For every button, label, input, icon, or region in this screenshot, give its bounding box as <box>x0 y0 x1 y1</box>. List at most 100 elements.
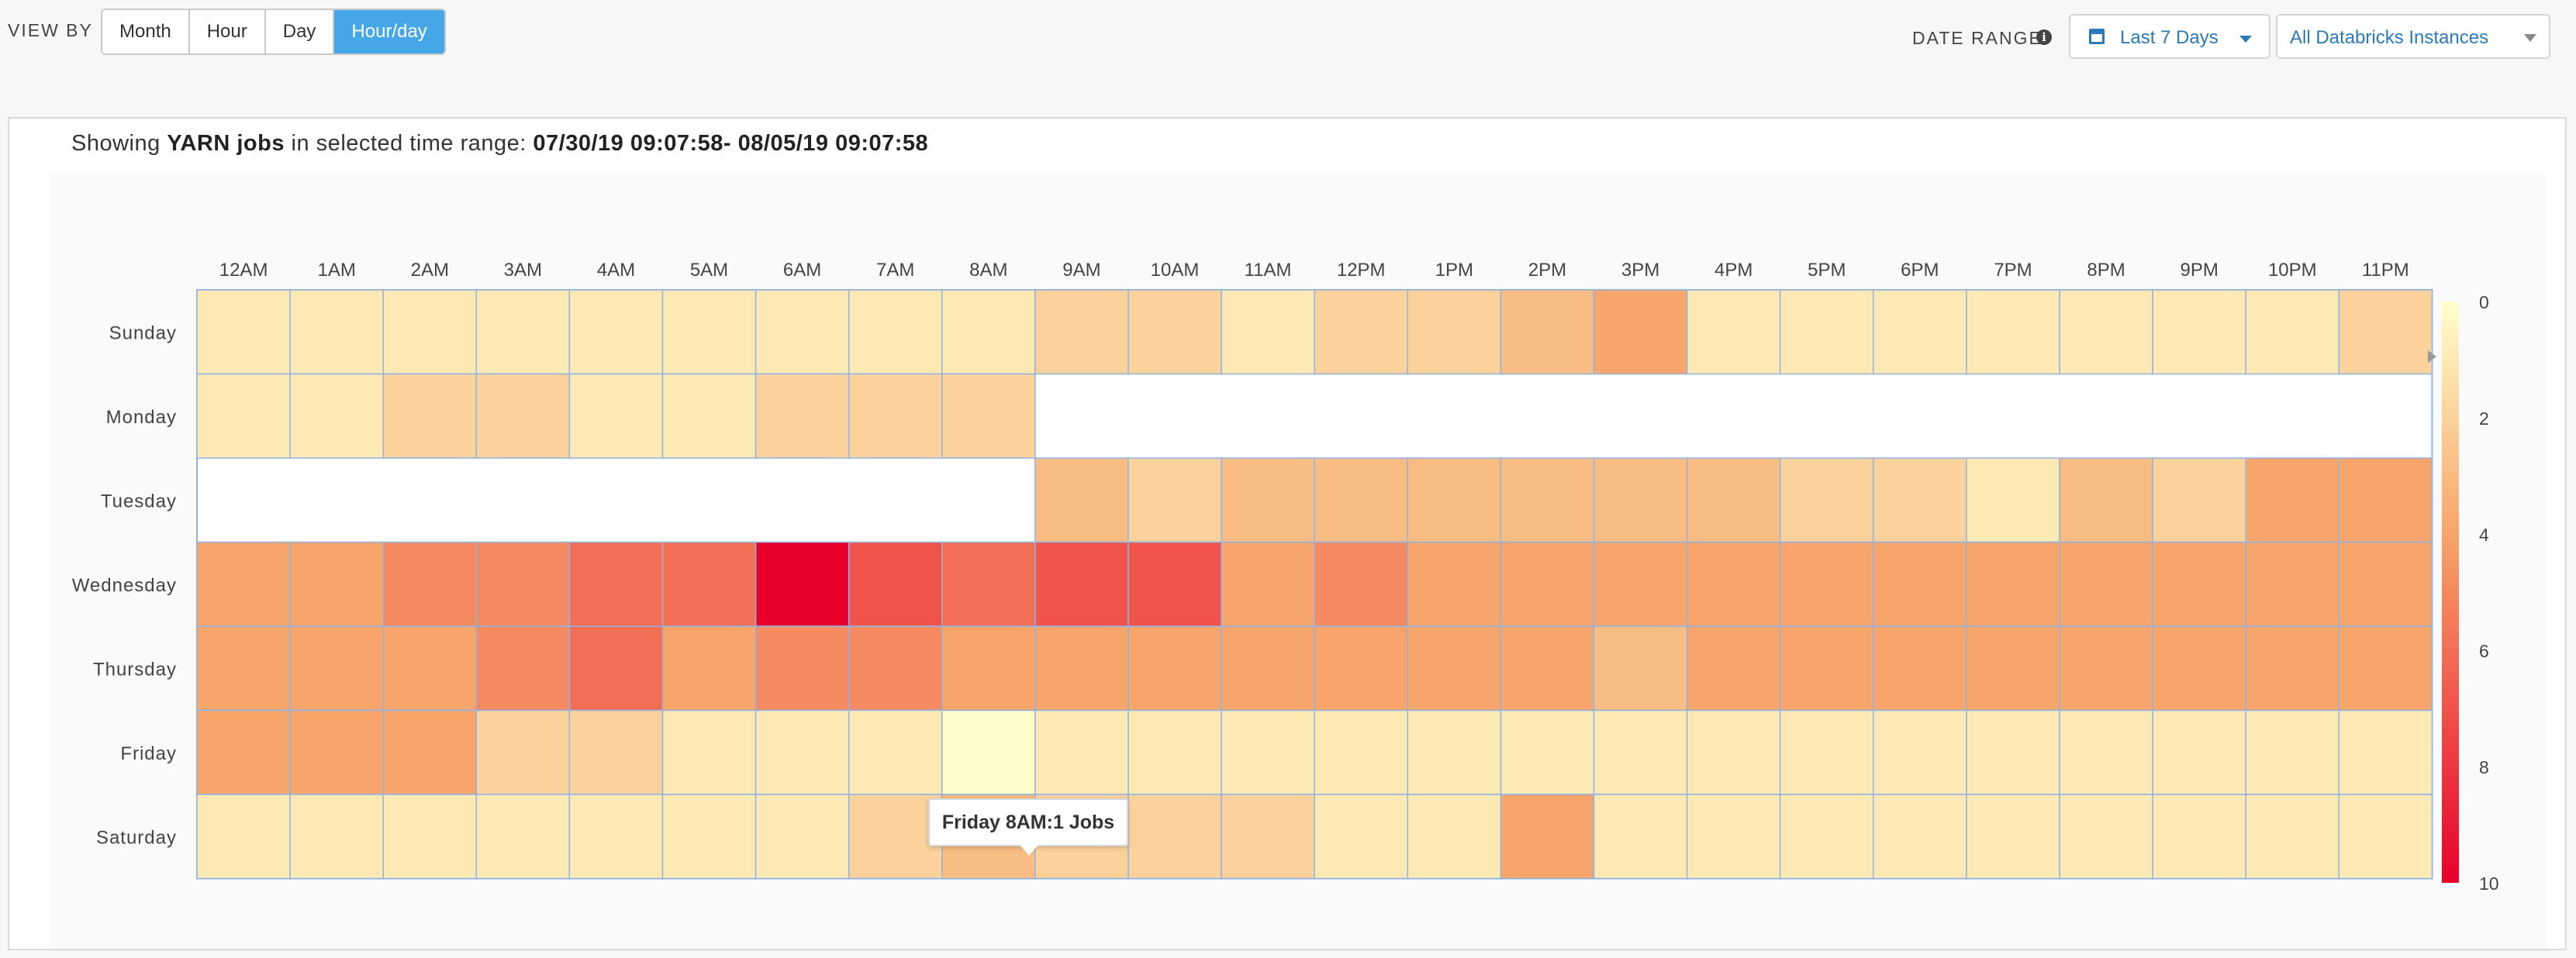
heatmap-cell[interactable] <box>1221 794 1315 880</box>
heatmap-cell[interactable] <box>754 709 850 795</box>
info-icon[interactable]: i <box>2036 29 2052 45</box>
heatmap-cell[interactable] <box>2059 625 2153 712</box>
heatmap-cell[interactable] <box>475 625 571 712</box>
heatmap-cell[interactable] <box>1407 709 1502 795</box>
heatmap-cell[interactable] <box>2338 457 2433 543</box>
heatmap-cell[interactable] <box>1593 625 1688 712</box>
heatmap-cell[interactable] <box>1500 625 1595 712</box>
heatmap-cell[interactable] <box>1686 794 1781 880</box>
heatmap-cell[interactable] <box>661 373 757 459</box>
heatmap-cell[interactable] <box>1593 289 1688 375</box>
heatmap-cell[interactable] <box>568 373 664 459</box>
heatmap-cell[interactable] <box>475 289 571 375</box>
heatmap-cell[interactable] <box>941 709 1036 795</box>
heatmap-cell[interactable] <box>289 625 384 712</box>
heatmap-cell[interactable] <box>1034 625 1129 712</box>
heatmap-cell[interactable] <box>568 794 664 880</box>
heatmap-cell[interactable] <box>754 373 850 459</box>
heatmap-cell[interactable] <box>2338 794 2433 880</box>
heatmap-cell[interactable] <box>1314 541 1409 627</box>
heatmap-cell[interactable] <box>1221 709 1315 795</box>
heatmap-cell[interactable] <box>661 289 757 375</box>
heatmap-cell[interactable] <box>382 709 478 795</box>
heatmap-cell[interactable] <box>1500 794 1595 880</box>
heatmap-cell[interactable] <box>475 541 571 627</box>
heatmap-cell[interactable] <box>1127 457 1222 543</box>
heatmap-cell[interactable] <box>2059 541 2153 627</box>
heatmap-cell[interactable] <box>475 794 571 880</box>
heatmap-cell[interactable] <box>848 794 943 880</box>
heatmap-cell[interactable] <box>1407 457 1502 543</box>
heatmap-cell[interactable] <box>1966 289 2060 375</box>
heatmap-cell[interactable] <box>289 373 384 459</box>
heatmap-cell[interactable] <box>568 289 664 375</box>
heatmap-cell[interactable] <box>2059 457 2153 543</box>
heatmap-cell[interactable] <box>289 794 384 880</box>
heatmap-cell[interactable] <box>661 709 757 795</box>
heatmap-cell[interactable] <box>941 373 1036 459</box>
instance-select[interactable]: All Databricks Instances <box>2276 14 2550 59</box>
heatmap-cell[interactable] <box>2152 541 2246 627</box>
heatmap-cell[interactable] <box>1966 794 2060 880</box>
heatmap-cell[interactable] <box>2245 541 2340 627</box>
heatmap-cell[interactable] <box>1500 709 1595 795</box>
heatmap-cell[interactable] <box>848 709 943 795</box>
heatmap-cell[interactable] <box>1034 709 1129 795</box>
heatmap-cell[interactable] <box>2245 289 2340 375</box>
heatmap-cell[interactable] <box>1966 457 2060 543</box>
heatmap-cell[interactable] <box>382 289 478 375</box>
heatmap-cell[interactable] <box>754 625 850 712</box>
date-range-dropdown[interactable]: Last 7 Days <box>2069 14 2270 59</box>
heatmap-cell[interactable] <box>941 541 1036 627</box>
heatmap-cell[interactable] <box>1779 541 1874 627</box>
view-hour-day-button[interactable]: Hour/day <box>334 10 444 53</box>
heatmap-cell[interactable] <box>848 541 943 627</box>
heatmap-cell[interactable] <box>1127 625 1222 712</box>
heatmap-cell[interactable] <box>2338 289 2433 375</box>
heatmap-cell[interactable] <box>2245 457 2340 543</box>
heatmap-cell[interactable] <box>1407 625 1502 712</box>
heatmap-cell[interactable] <box>196 709 291 795</box>
heatmap-cell[interactable] <box>1873 289 1967 375</box>
heatmap-cell[interactable] <box>475 373 571 459</box>
heatmap-cell[interactable] <box>1314 709 1409 795</box>
view-hour-button[interactable]: Hour <box>189 10 266 53</box>
heatmap-cell[interactable] <box>1593 709 1688 795</box>
heatmap-cell[interactable] <box>1314 457 1409 543</box>
heatmap-cell[interactable] <box>1779 794 1874 880</box>
heatmap-cell[interactable] <box>196 373 291 459</box>
heatmap-cell[interactable] <box>1034 541 1129 627</box>
heatmap-cell[interactable] <box>661 625 757 712</box>
heatmap-cell[interactable] <box>289 709 384 795</box>
heatmap-cell[interactable] <box>1873 625 1967 712</box>
heatmap-cell[interactable] <box>382 794 478 880</box>
heatmap-cell[interactable] <box>2059 709 2153 795</box>
heatmap-cell[interactable] <box>1407 289 1502 375</box>
heatmap-cell[interactable] <box>2059 794 2153 880</box>
heatmap-cell[interactable] <box>289 289 384 375</box>
heatmap-cell[interactable] <box>1500 541 1595 627</box>
heatmap-cell[interactable] <box>1593 541 1688 627</box>
heatmap-cell[interactable] <box>1314 625 1409 712</box>
heatmap-cell[interactable] <box>1221 625 1315 712</box>
heatmap-cell[interactable] <box>289 541 384 627</box>
heatmap-cell[interactable] <box>1500 289 1595 375</box>
heatmap-cell[interactable] <box>1686 457 1781 543</box>
heatmap-cell[interactable] <box>1034 457 1129 543</box>
heatmap-cell[interactable] <box>196 541 291 627</box>
heatmap-cell[interactable] <box>382 373 478 459</box>
heatmap-cell[interactable] <box>1966 625 2060 712</box>
heatmap-cell[interactable] <box>196 289 291 375</box>
heatmap-cell[interactable] <box>568 625 664 712</box>
heatmap-cell[interactable] <box>1779 457 1874 543</box>
heatmap-cell[interactable] <box>196 794 291 880</box>
heatmap-cell[interactable] <box>196 625 291 712</box>
heatmap-cell[interactable] <box>661 794 757 880</box>
heatmap-cell[interactable] <box>661 541 757 627</box>
heatmap-cell[interactable] <box>1593 794 1688 880</box>
heatmap-cell[interactable] <box>1407 541 1502 627</box>
heatmap-cell[interactable] <box>1966 541 2060 627</box>
heatmap-cell[interactable] <box>1127 794 1222 880</box>
heatmap-cell[interactable] <box>1873 541 1967 627</box>
heatmap-cell[interactable] <box>1221 289 1315 375</box>
